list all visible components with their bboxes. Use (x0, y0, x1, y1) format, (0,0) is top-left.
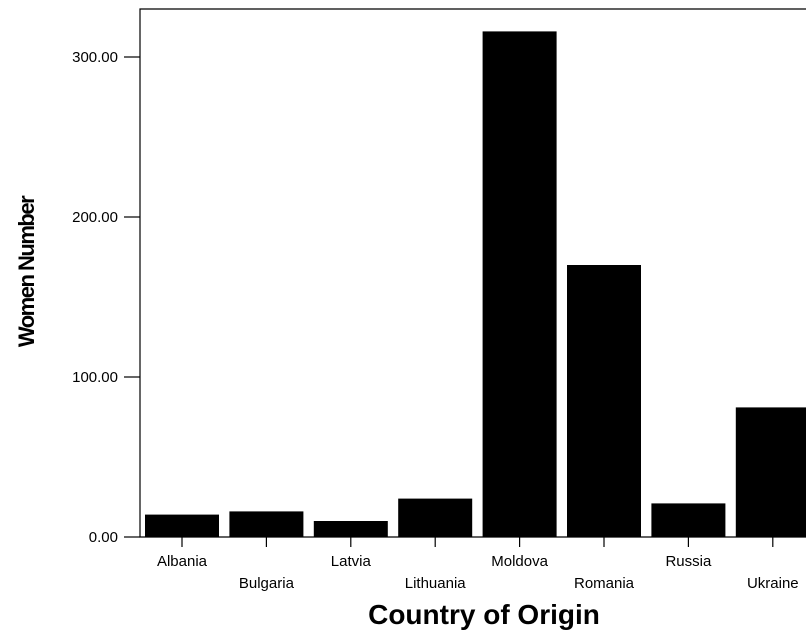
x-tick-label-romania: Romania (574, 575, 635, 592)
bar-albania (145, 514, 219, 537)
x-axis-ticks: Albania Bulgaria Latvia Lithuania Moldova Rom… (157, 537, 799, 592)
x-tick-label-bulgaria: Bulgaria (239, 575, 295, 592)
bar-russia (651, 503, 726, 537)
x-tick-label-latvia: Latvia (331, 553, 372, 570)
bar-lithuania (398, 498, 473, 537)
bar-moldova (482, 31, 557, 538)
x-tick-label-ukraine: Ukraine (747, 575, 799, 592)
y-tick-label: 0.00 (89, 529, 118, 546)
x-tick-label-albania: Albania (157, 553, 208, 570)
bar-latvia (313, 521, 388, 537)
y-tick-label: 300.00 (72, 49, 118, 66)
bar-bulgaria (229, 511, 304, 537)
bar-romania (567, 265, 641, 537)
y-axis-title: Women Number (14, 195, 39, 347)
bars (145, 31, 806, 538)
y-tick-label: 200.00 (72, 209, 118, 226)
x-axis-title: Country of Origin (368, 599, 600, 630)
y-axis-ticks: 0.00 100.00 200.00 300.00 (72, 49, 140, 546)
x-tick-label-lithuania: Lithuania (405, 575, 467, 592)
x-tick-label-russia: Russia (665, 553, 712, 570)
plot-frame (139, 8, 806, 538)
x-tick-label-moldova: Moldova (491, 553, 548, 570)
bar-ukraine (735, 407, 806, 537)
y-tick-label: 100.00 (72, 369, 118, 386)
